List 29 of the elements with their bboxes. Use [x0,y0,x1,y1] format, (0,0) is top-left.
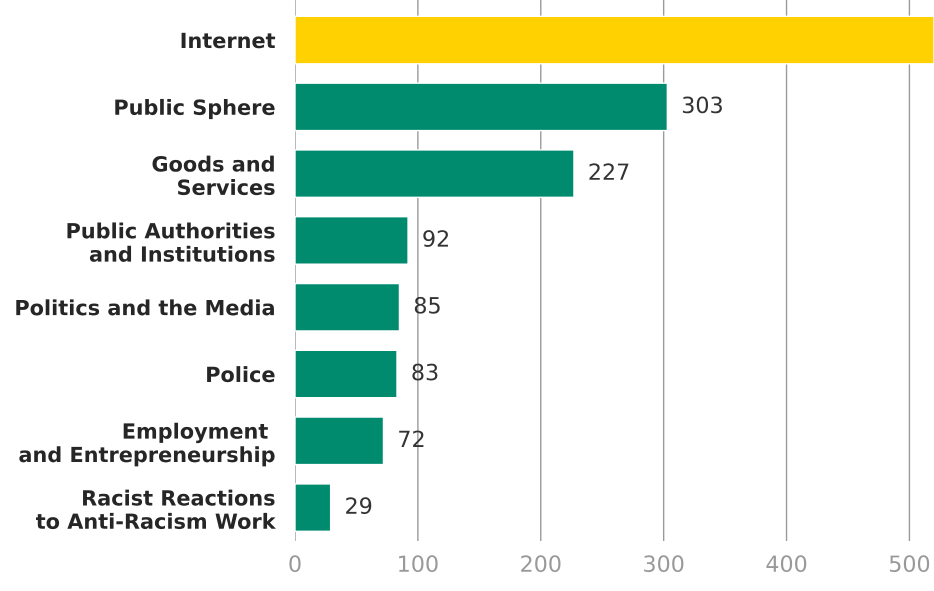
bar [295,282,400,332]
x-tick-label: 100 [399,555,438,572]
data-label: 227 [589,163,628,180]
data-label: 72 [399,430,424,447]
bar [295,149,575,198]
bar [295,350,398,398]
y-tick-label: Employment and Entrepreneurship [19,422,275,466]
x-tick-label: 300 [644,555,684,572]
x-tick-label: 200 [521,555,560,572]
x-tick-label: 0 [289,555,301,572]
y-tick-label: Politics and the Media [16,299,274,316]
bar [295,483,332,532]
x-tick-label: 500 [890,555,930,572]
data-label: 92 [423,230,448,247]
bar [295,216,409,265]
data-label: 83 [412,364,438,380]
y-tick-label: Internet [182,32,276,48]
bar [295,16,934,64]
y-tick-label: Public Authorities and Institutions [67,222,275,262]
y-tick-label: Racist Reactions to Anti-Racism Work [36,490,276,530]
x-tick-label: 400 [766,555,806,572]
y-tick-label: Public Sphere [115,98,275,120]
bar [295,416,384,466]
y-tick-label: Police [207,366,275,382]
data-label: 85 [414,296,440,314]
data-label: 29 [346,497,372,514]
data-label: 303 [682,96,722,114]
bar [295,82,668,132]
y-tick-label: Goods and Services [152,156,275,196]
